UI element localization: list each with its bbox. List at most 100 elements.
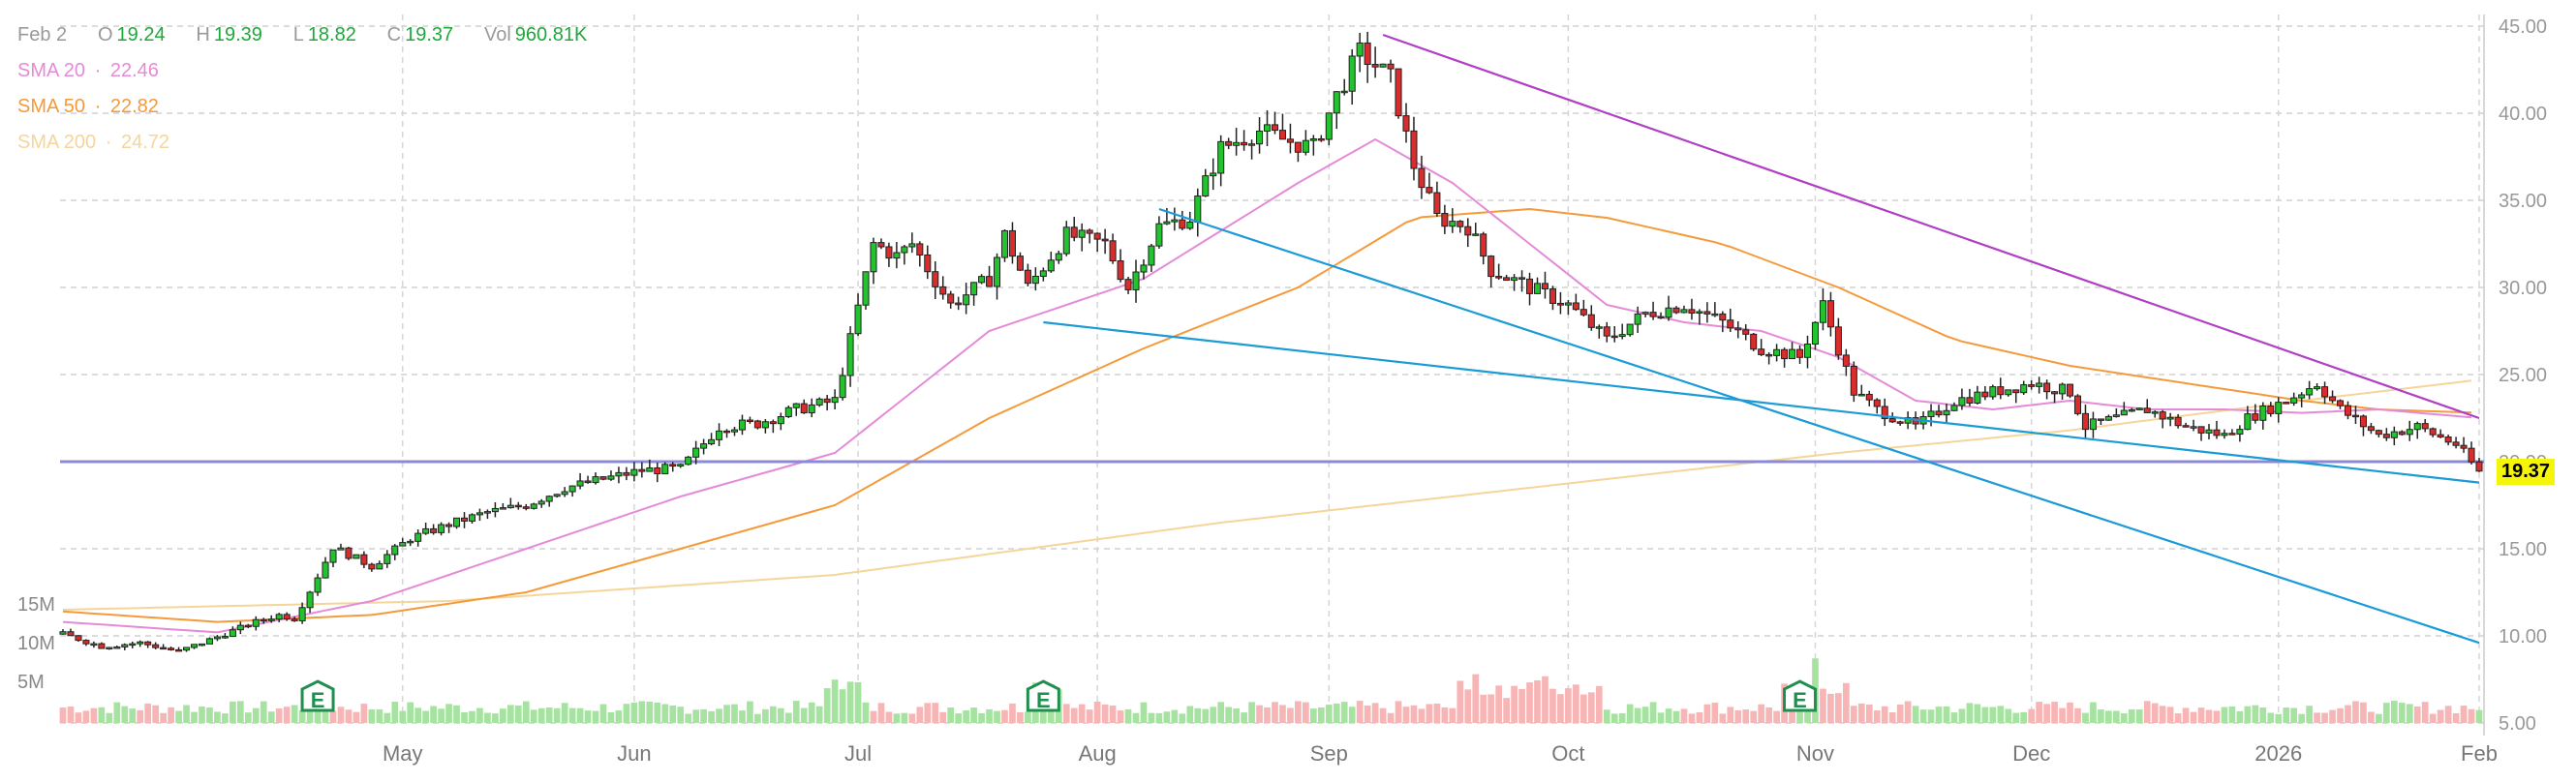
y-tick-label: 5.00 (2499, 713, 2536, 735)
candle-body (483, 511, 491, 514)
volume-bar (963, 709, 969, 723)
candle-body (986, 276, 994, 287)
candle-body (2073, 395, 2082, 414)
candle-body (1896, 421, 1904, 424)
candle-body (1989, 386, 1997, 398)
volume-bar (700, 708, 707, 723)
volume-bar (1665, 708, 1672, 723)
volume-bar (1148, 712, 1155, 723)
candle-body (2228, 433, 2236, 436)
volume-bar (2182, 707, 2190, 723)
volume-bar (1472, 674, 1480, 723)
volume-bar (461, 711, 468, 723)
volume-bar (1248, 702, 1255, 723)
volume-bar (599, 704, 607, 723)
volume-bar (1109, 705, 1117, 723)
volume-bar (1356, 701, 1364, 723)
volume-bar (2098, 709, 2104, 723)
candle-body (1935, 410, 1943, 416)
candle-body (2290, 397, 2298, 404)
volume-bar (862, 702, 870, 723)
volume-bar (808, 702, 815, 723)
candle-body (1278, 130, 1286, 140)
volume-bar (2190, 711, 2197, 723)
volume-bar (1526, 682, 1533, 723)
volume-bar (2082, 712, 2089, 723)
candle-body (283, 614, 291, 620)
volume-bar (1758, 704, 1765, 723)
candle-body (329, 549, 337, 563)
volume-bar (537, 707, 545, 723)
candle-body (2012, 389, 2020, 394)
candle-body (2159, 411, 2166, 420)
volume-bar (1904, 701, 1912, 723)
candle-body (2197, 426, 2205, 434)
candle-body (1727, 319, 1734, 329)
candle-body (59, 631, 67, 635)
volume-bar (2452, 712, 2460, 723)
candle-body (1225, 140, 1233, 146)
candle-body (792, 403, 800, 408)
candle-body (854, 304, 862, 335)
volume-bar (1565, 688, 1572, 723)
candle-body (722, 430, 731, 434)
volume-bar (2468, 708, 2475, 723)
candle-body (1140, 264, 1148, 273)
volume-bar (792, 701, 800, 723)
candle-body (1487, 256, 1495, 278)
candle-body (2444, 436, 2452, 443)
volume-bar (615, 710, 623, 723)
volume-bar (1981, 707, 1989, 723)
volume-bar (2135, 709, 2143, 723)
volume-bar (561, 703, 568, 723)
candle-body (1379, 63, 1387, 68)
volume-bar (2151, 703, 2159, 723)
volume-bar (1997, 706, 2005, 723)
volume-bar (955, 713, 963, 723)
volume-bar (2166, 707, 2174, 723)
volume-bar (383, 712, 391, 723)
volume-bar (191, 711, 198, 723)
candle-body (1457, 221, 1464, 227)
candle-body (2314, 386, 2321, 390)
volume-bar (530, 709, 537, 723)
candle-body (924, 254, 932, 273)
volume-value: 960.81K (514, 24, 588, 45)
volume-label: Vol (483, 24, 511, 45)
candle-body (244, 624, 252, 628)
candle-body (491, 507, 499, 513)
candle-body (1950, 405, 1958, 411)
candle-body (1109, 240, 1117, 262)
candle-body (568, 485, 576, 493)
candle-body (291, 618, 298, 621)
volume-bar (1703, 704, 1711, 723)
volume-bar (1457, 680, 1464, 723)
volume-bar (314, 701, 322, 723)
candle-body (1981, 391, 1989, 398)
candle-body (391, 545, 399, 556)
volume-bar (1618, 712, 1626, 723)
volume-bar (2051, 702, 2058, 723)
candle-body (1626, 323, 1634, 336)
volume-bar (545, 707, 553, 723)
candle-body (1803, 343, 1812, 358)
volume-bar (1171, 709, 1179, 723)
volume-bar (592, 710, 599, 723)
volume-bar (1680, 708, 1688, 723)
candle-body (1241, 141, 1248, 146)
candle-body (2298, 394, 2306, 399)
candle-body (1711, 313, 1719, 316)
candle-body (2437, 434, 2444, 438)
ohlc-date: Feb 2 (17, 24, 68, 45)
volume-bar (1873, 709, 1881, 723)
y-tick-label: 10.00 (2499, 626, 2547, 647)
candle-body (2329, 396, 2337, 402)
candle-body (376, 562, 383, 570)
candle-body (1101, 238, 1109, 242)
volume-bar (1441, 707, 1449, 723)
volume-bar (1217, 702, 1225, 723)
volume-bar (322, 707, 329, 723)
volume-bar (1364, 706, 1371, 723)
candle-body (407, 540, 414, 544)
